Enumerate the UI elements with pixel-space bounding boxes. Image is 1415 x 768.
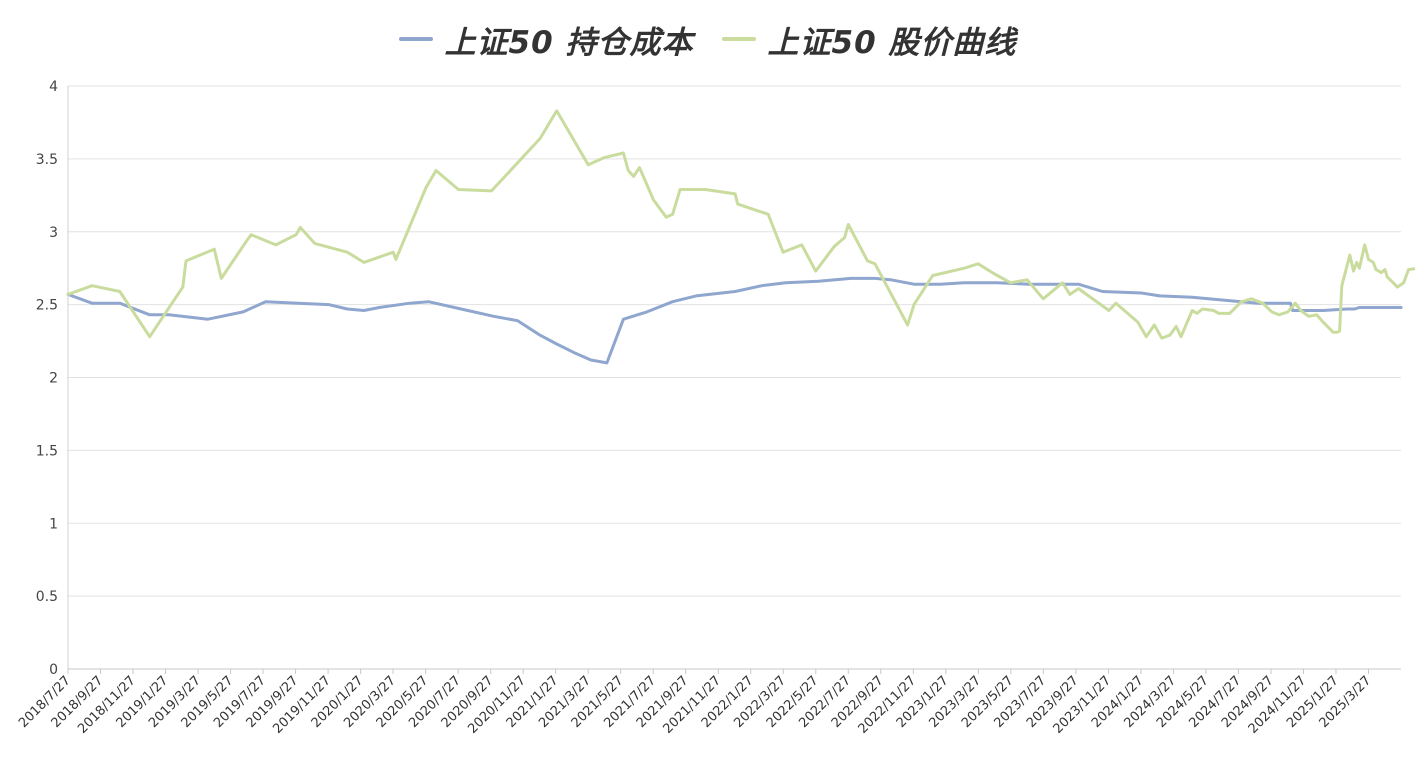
y-tick-label: 3.5 [36,152,58,168]
y-tick-labels: 0 0.5 1 1.5 2 2.5 3 3.5 4 [36,79,58,678]
chart-legend: 上证50 持仓成本 上证50 股价曲线 [0,14,1415,64]
y-tick-label: 0.5 [36,589,58,605]
legend-label-cost: 上证50 持仓成本 [444,24,694,61]
series-line-cost [66,276,1403,365]
legend-label-price: 上证50 股价曲线 [767,24,1017,61]
axes [67,86,1401,674]
grid-lines [68,85,1401,597]
y-tick-label: 2 [49,371,58,387]
x-tick-labels: 2018/7/272018/9/272018/11/272019/1/27201… [16,673,1374,737]
legend-item-price: 上证50 股价曲线 [721,17,1017,62]
legend-swatch-cost [398,37,433,41]
y-tick-label: 0 [49,662,58,678]
y-tick-label: 3 [49,225,58,241]
series-lines [66,109,1415,365]
y-tick-label: 1.5 [36,443,58,459]
y-tick-label: 2.5 [36,298,58,314]
legend-swatch-price [721,37,756,41]
y-tick-label: 1 [49,516,58,532]
y-tick-label: 4 [49,79,58,95]
legend-item-cost: 上证50 持仓成本 [398,17,694,62]
series-line-price [66,109,1415,340]
